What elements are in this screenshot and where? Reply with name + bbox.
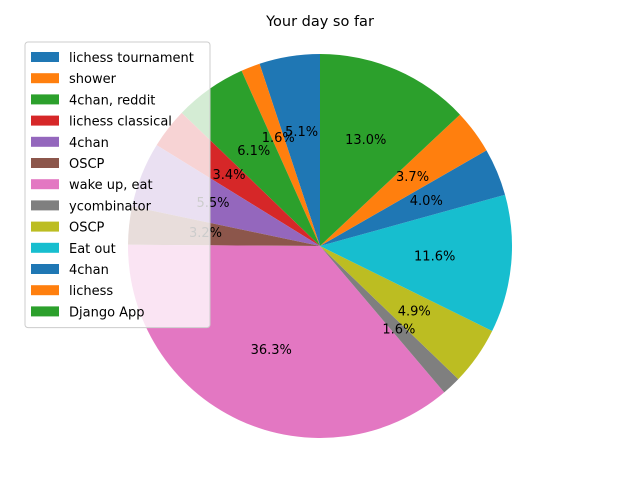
legend-label: OSCP (69, 157, 105, 172)
slice-percent-label: 36.3% (251, 343, 292, 358)
legend-swatch (31, 200, 59, 211)
slice-percent-label: 3.7% (396, 170, 429, 185)
pie-slice (320, 246, 493, 380)
pie-slice (320, 114, 487, 246)
slice-percent-label: 3.4% (212, 168, 245, 183)
legend-label: shower (69, 72, 117, 87)
slice-percent-label: 4.0% (410, 194, 443, 209)
slice-percent-label: 6.1% (237, 144, 270, 159)
legend-swatch (31, 73, 59, 84)
slice-percent-label: 1.6% (262, 131, 295, 146)
legend-swatch (31, 136, 59, 147)
legend-label: Eat out (69, 242, 116, 257)
slice-percent-label: 1.6% (382, 322, 415, 337)
pie-slice (320, 54, 460, 246)
chart-legend: lichess tournament shower 4chan, reddit lic… (24, 41, 211, 329)
legend-label: lichess classical (69, 115, 172, 130)
legend-swatch (31, 179, 59, 190)
legend-label: lichess (69, 284, 113, 299)
slice-percent-label: 4.9% (398, 305, 431, 320)
slice-percent-label: 13.0% (345, 133, 386, 148)
legend-swatch (31, 242, 59, 253)
legend-label: 4chan, reddit (69, 93, 155, 108)
legend-label: OSCP (69, 221, 105, 236)
pie-slice (320, 194, 512, 332)
legend-frame (24, 41, 211, 329)
legend-swatch (31, 158, 59, 168)
pie-slice (320, 150, 506, 246)
legend-swatch (31, 52, 59, 62)
pie-slice (241, 63, 320, 246)
chart-title: Your day so far (265, 14, 374, 30)
legend-label: Django App (69, 305, 145, 320)
pie-slice (259, 54, 320, 246)
legend-label: 4chan (69, 263, 109, 278)
legend-swatch (31, 264, 59, 274)
slice-percent-label: 11.6% (414, 249, 455, 264)
legend-label: ycombinator (69, 199, 152, 214)
pie-slice (320, 246, 459, 393)
legend-swatch (31, 94, 59, 105)
pie-slice (181, 70, 320, 246)
legend-swatch (31, 306, 59, 317)
legend-label: lichess tournament (69, 51, 194, 66)
legend-label: wake up, eat (69, 178, 153, 193)
legend-swatch (31, 285, 59, 296)
pie-slices (127, 54, 512, 439)
slice-percent-label: 5.1% (285, 125, 318, 140)
legend-swatch (31, 221, 59, 232)
legend-swatch (31, 115, 59, 126)
legend-label: 4chan (69, 136, 109, 151)
